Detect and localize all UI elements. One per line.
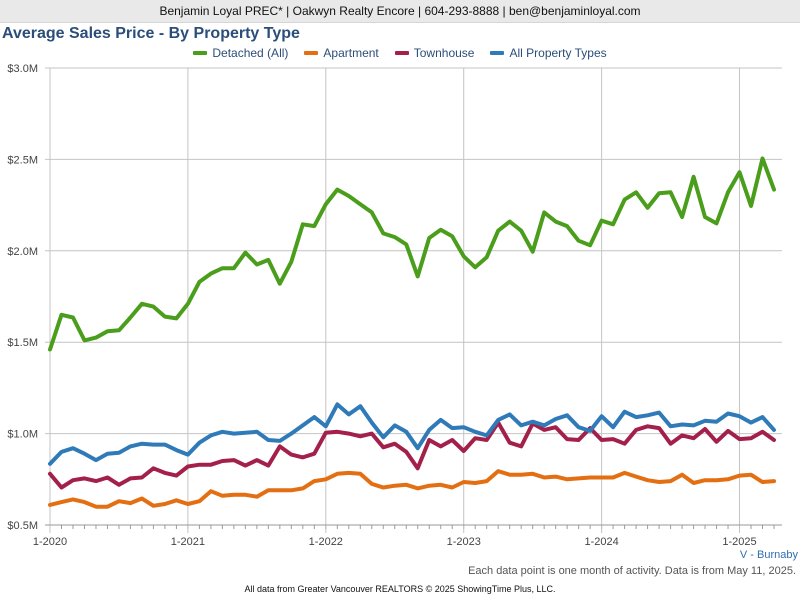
legend-label: Townhouse [413,46,475,60]
x-tick-label: 1-2023 [447,536,481,548]
legend-label: All Property Types [509,46,607,60]
x-tick-label: 1-2021 [171,536,205,548]
series-line-townhouse [48,420,776,490]
legend-label: Detached (All) [212,46,289,60]
x-tick-label: 1-2020 [33,536,67,548]
legend-swatch [394,51,409,55]
y-tick-label: $2.0M [7,246,38,258]
region-label: V - Burnaby [739,549,798,561]
y-tick-label: $1.0M [7,429,38,441]
y-tick-label: $0.5M [7,520,38,532]
legend-swatch [193,51,208,55]
y-tick-label: $2.5M [7,154,38,166]
legend-swatch [490,51,505,55]
legend-item[interactable]: Townhouse [394,46,475,60]
series-line-all-property-types [48,402,776,466]
header-bar: Benjamin Loyal PREC* | Oakwyn Realty Enc… [0,0,800,23]
legend-item[interactable]: Apartment [304,46,379,60]
x-tick-label: 1-2025 [722,536,756,548]
legend-label: Apartment [323,46,379,60]
legend-item[interactable]: Detached (All) [193,46,288,60]
header-contact-text: Benjamin Loyal PREC* | Oakwyn Realty Enc… [159,4,641,18]
chart-legend: Detached (All) Apartment Townhouse All Prop… [0,46,800,60]
legend-swatch [304,51,319,55]
series-line-detached-all [48,156,776,352]
legend-item[interactable]: All Property Types [490,46,607,60]
series-line-apartment [48,469,776,509]
x-tick-label: 1-2024 [584,536,618,548]
x-tick-label: 1-2022 [309,536,343,548]
y-tick-label: $3.0M [7,63,38,75]
y-tick-label: $1.5M [7,337,38,349]
footnote: Each data point is one month of activity… [468,565,796,577]
chart-title: Average Sales Price - By Property Type [2,25,300,42]
source-note: All data from Greater Vancouver REALTORS… [244,584,556,594]
